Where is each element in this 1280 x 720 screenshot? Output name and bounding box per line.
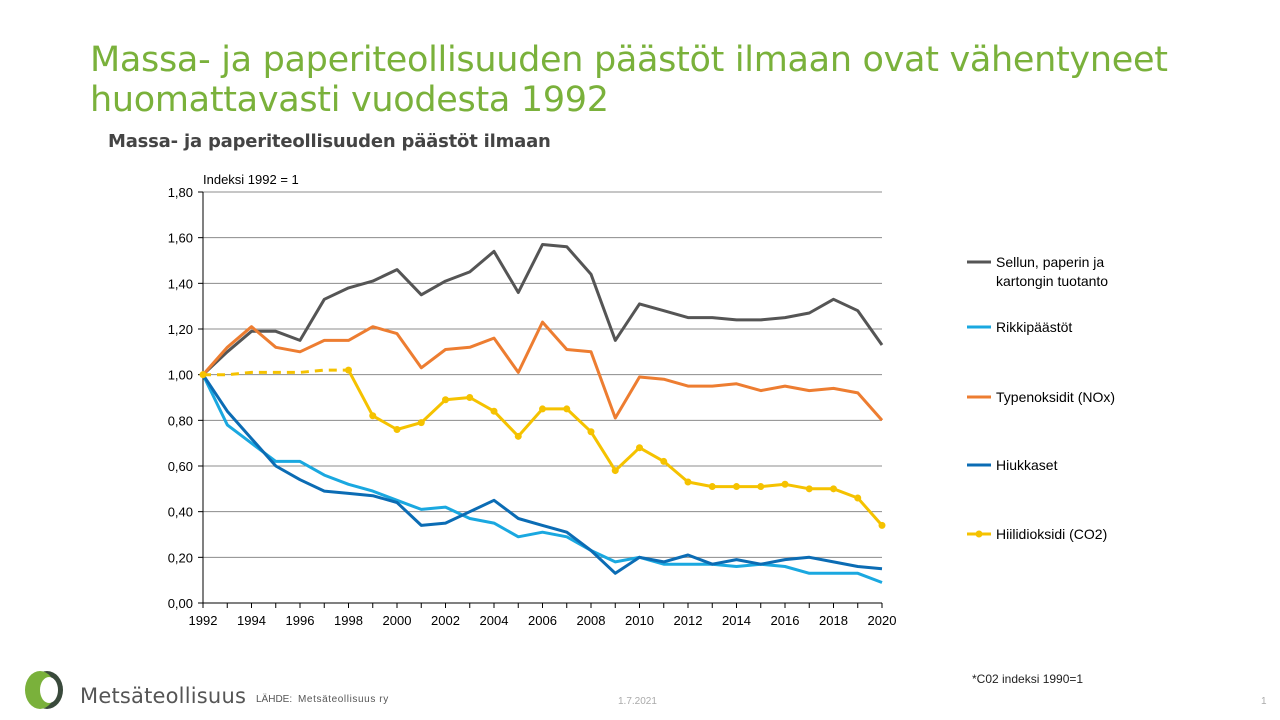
- series-point: [442, 396, 449, 404]
- legend-marker: [975, 530, 983, 538]
- x-tick-label: 1994: [237, 613, 266, 628]
- series-point: [587, 428, 595, 436]
- legend-label: Rikkipäästöt: [996, 319, 1072, 335]
- x-tick-label: 2006: [528, 613, 557, 628]
- source-value: Metsäteollisuus ry: [298, 694, 389, 705]
- series-point: [345, 366, 352, 374]
- series-point: [878, 521, 886, 529]
- y-tick-label: 1,20: [168, 322, 193, 337]
- series-line-dashed: [203, 368, 349, 377]
- x-tick-label: 2002: [431, 613, 460, 628]
- y-tick-label: 1,60: [168, 231, 193, 246]
- series-point: [708, 483, 716, 491]
- series-point: [611, 467, 619, 475]
- y-tick-label: 0,80: [168, 413, 193, 428]
- y-tick-label: 0,60: [168, 459, 193, 474]
- x-tick-label: 1992: [189, 613, 218, 628]
- series-point: [466, 394, 474, 401]
- series-point: [636, 444, 643, 452]
- series-layer: [199, 243, 886, 584]
- series-point: [563, 405, 571, 413]
- legend-label: Hiilidioksidi (CO2): [996, 526, 1107, 542]
- series-point: [199, 371, 207, 379]
- x-tick-label: 2018: [819, 613, 848, 628]
- y-tick-label: 1,80: [168, 185, 193, 200]
- series-line: [347, 369, 884, 527]
- series-point: [539, 405, 546, 413]
- gridlines: [203, 191, 882, 558]
- series-point: [684, 478, 692, 486]
- series-line: [201, 243, 884, 376]
- series-point: [393, 425, 401, 433]
- source-label: LÄHDE:: [256, 694, 293, 705]
- series-point: [830, 485, 837, 493]
- x-tick-label: 2010: [625, 613, 654, 628]
- series-point: [854, 494, 862, 502]
- y-tick-label: 0,00: [168, 596, 193, 611]
- series-point: [369, 412, 377, 420]
- y-tick-label: 0,40: [168, 505, 193, 520]
- series-point: [757, 483, 765, 491]
- y-tick-label: 1,40: [168, 276, 193, 291]
- series-point: [733, 483, 740, 491]
- y-tick-label: 1,00: [168, 368, 193, 383]
- footnote: *C02 indeksi 1990=1: [972, 672, 1084, 686]
- page-number: 1: [1261, 696, 1267, 707]
- x-tick-label: 2016: [771, 613, 800, 628]
- series-point: [490, 407, 498, 415]
- series-point: [781, 480, 789, 488]
- legend-label: Hiukkaset: [996, 457, 1058, 473]
- x-tick-label: 1998: [334, 613, 363, 628]
- legend: Sellun, paperin ja kartongin tuotanto Rikk…: [967, 254, 1115, 542]
- slide-title: Massa- ja paperiteollisuuden päästöt ilm…: [90, 40, 1168, 120]
- series-point: [805, 485, 813, 493]
- legend-label: Typenoksidit (NOx): [996, 389, 1115, 405]
- x-tick-label: 1996: [286, 613, 315, 628]
- series-line: [201, 373, 883, 575]
- x-tick-label: 2000: [383, 613, 412, 628]
- metsateollisuus-logo-icon: [25, 671, 63, 709]
- series-line: [201, 320, 884, 422]
- y-tick-label: 0,20: [168, 550, 193, 565]
- y-axis-label: Indeksi 1992 = 1: [203, 172, 299, 187]
- axes: 0,00 0,20 0,40 0,60 0,80 1,00 1,20 1,40 1,60 1,80…: [168, 185, 897, 628]
- x-tick-label: 2014: [722, 613, 751, 628]
- series-point: [660, 457, 668, 465]
- logo-text: Metsäteollisuus: [80, 684, 247, 708]
- x-tick-label: 2020: [868, 613, 897, 628]
- legend-label: Sellun, paperin ja kartongin tuotanto: [996, 254, 1108, 289]
- series-line: [201, 374, 883, 584]
- x-tick-label: 2004: [480, 613, 509, 628]
- chart-title: Massa- ja paperiteollisuuden päästöt ilm…: [108, 131, 551, 152]
- slide-date: 1.7.2021: [618, 696, 657, 707]
- series-point: [514, 432, 522, 440]
- series-point: [417, 419, 425, 427]
- x-tick-label: 2012: [674, 613, 703, 628]
- x-tick-label: 2008: [577, 613, 606, 628]
